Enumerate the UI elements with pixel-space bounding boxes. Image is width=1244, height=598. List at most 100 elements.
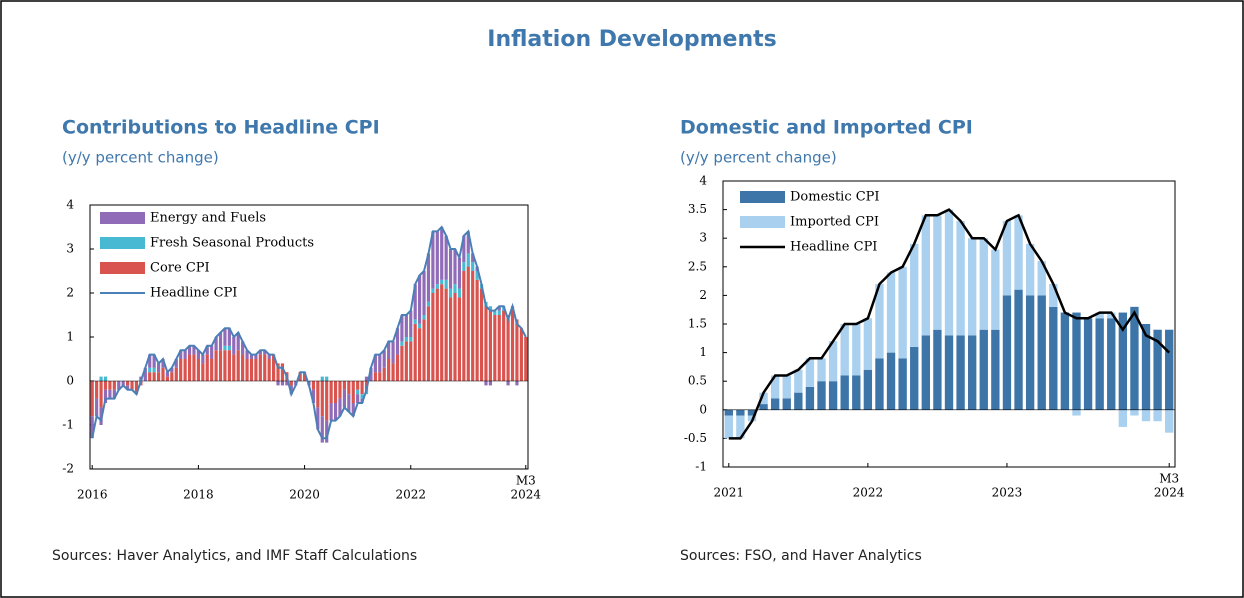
bar (510, 306, 515, 381)
bar (218, 350, 223, 381)
legend-label: Core CPI (150, 261, 210, 276)
x-tick-label: 2024 (1154, 486, 1185, 500)
y-tick-label: 1 (699, 345, 707, 359)
bar (232, 337, 236, 355)
bar (263, 350, 267, 355)
y-tick-label: -1 (695, 460, 707, 474)
bar (453, 284, 457, 293)
bar (400, 341, 404, 346)
y-tick-label: 4 (699, 174, 707, 188)
bar (1049, 283, 1058, 307)
bar (497, 315, 501, 381)
bar (338, 381, 342, 399)
bar (457, 297, 462, 381)
bar (227, 350, 231, 381)
bar (1130, 306, 1139, 410)
bar (95, 381, 99, 399)
bar (267, 354, 271, 359)
bar (956, 221, 965, 336)
bar (90, 416, 94, 439)
bar (413, 284, 417, 320)
bar (329, 381, 333, 403)
bar (1153, 409, 1162, 422)
bar (223, 350, 227, 381)
bar (369, 367, 373, 381)
legend-label: Energy and Fuels (150, 211, 266, 226)
bar (736, 415, 745, 439)
bar (387, 359, 391, 381)
legend-label: Headline CPI (790, 240, 877, 255)
bar (143, 367, 147, 381)
bar (968, 238, 977, 336)
bar (524, 337, 528, 381)
y-tick-label: 1.5 (688, 317, 707, 331)
bar (329, 403, 333, 421)
bar (448, 288, 453, 298)
bar (1025, 295, 1035, 410)
bar (1153, 329, 1162, 410)
bar (126, 381, 130, 386)
bar (444, 235, 448, 280)
bar (210, 345, 214, 359)
bar (502, 310, 506, 381)
bar (497, 310, 501, 315)
bar (280, 363, 285, 381)
bar (418, 323, 422, 329)
bar (218, 332, 223, 351)
bar (1072, 312, 1081, 410)
bar (479, 288, 484, 381)
bar (254, 354, 258, 359)
bar (382, 350, 386, 368)
bar (418, 328, 422, 381)
bar (161, 359, 165, 368)
bar (457, 257, 462, 289)
bar (311, 389, 316, 403)
bar (770, 398, 780, 410)
bar (241, 354, 245, 381)
bar (1014, 289, 1023, 410)
bar (373, 372, 377, 381)
legend-swatch (100, 262, 145, 274)
bar (979, 329, 988, 410)
bar (338, 398, 342, 417)
bar (448, 297, 453, 381)
bar (426, 253, 431, 302)
bar (276, 363, 280, 381)
bar (898, 266, 907, 359)
bar (342, 389, 346, 408)
source: Sources: FSO, and Haver Analytics (680, 548, 922, 564)
bar (497, 306, 501, 311)
bar (471, 253, 475, 263)
chart-title: Domestic and Imported CPI (680, 117, 973, 139)
bar (333, 403, 338, 421)
bar (852, 324, 861, 376)
bar (747, 409, 757, 416)
bar (409, 337, 413, 342)
legend-swatch (740, 216, 785, 228)
bar (174, 367, 178, 381)
bar (724, 415, 733, 439)
bar (409, 341, 413, 381)
bar (506, 381, 510, 386)
bar (440, 279, 444, 285)
bar (840, 324, 849, 376)
bar (991, 329, 1000, 410)
bar (289, 381, 293, 386)
bar (214, 337, 218, 351)
bar (400, 345, 404, 381)
bar (956, 335, 965, 410)
bar (921, 215, 930, 336)
legend-label: Headline CPI (150, 286, 237, 301)
bar (112, 389, 116, 399)
bar (103, 376, 108, 381)
bar (108, 381, 112, 390)
bar (320, 376, 324, 381)
chart-subtitle: (y/y percent change) (62, 149, 219, 167)
bar (1002, 221, 1012, 296)
bar (205, 345, 209, 355)
bar (440, 227, 444, 280)
bar (400, 315, 404, 342)
bar (817, 381, 826, 410)
bar (488, 381, 492, 386)
bar (103, 389, 108, 403)
